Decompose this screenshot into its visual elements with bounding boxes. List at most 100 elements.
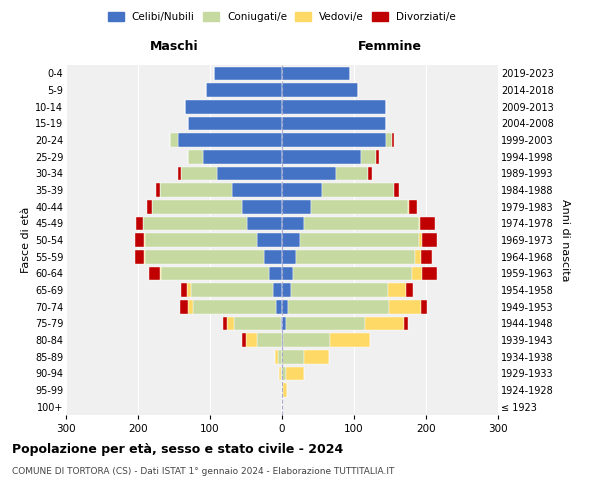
Bar [365, 316, 404, 330]
Bar [283, 383, 287, 397]
Bar [286, 366, 304, 380]
Bar [322, 183, 394, 197]
Bar [187, 283, 191, 297]
Bar [149, 266, 160, 280]
Bar [283, 333, 330, 347]
Bar [293, 266, 412, 280]
Bar [227, 316, 234, 330]
Bar [282, 266, 293, 280]
Bar [135, 250, 144, 264]
Bar [136, 216, 143, 230]
Bar [406, 283, 413, 297]
Bar [170, 133, 178, 147]
Bar [282, 133, 386, 147]
Bar [282, 100, 386, 114]
Bar [279, 366, 281, 380]
Bar [389, 300, 421, 314]
Bar [146, 200, 152, 213]
Bar [181, 283, 187, 297]
Bar [282, 150, 361, 164]
Bar [135, 233, 144, 247]
Bar [160, 266, 161, 280]
Bar [282, 83, 358, 97]
Bar [193, 300, 276, 314]
Bar [188, 116, 282, 130]
Bar [282, 350, 304, 364]
Bar [276, 300, 282, 314]
Bar [234, 316, 281, 330]
Bar [388, 283, 406, 297]
Bar [144, 233, 145, 247]
Bar [242, 333, 246, 347]
Bar [361, 150, 376, 164]
Bar [282, 250, 296, 264]
Bar [376, 150, 379, 164]
Bar [409, 200, 416, 213]
Bar [278, 350, 282, 364]
Bar [282, 183, 322, 197]
Text: COMUNE DI TORTORA (CS) - Dati ISTAT 1° gennaio 2024 - Elaborazione TUTTITALIA.IT: COMUNE DI TORTORA (CS) - Dati ISTAT 1° g… [12, 468, 394, 476]
Bar [282, 216, 304, 230]
Bar [282, 333, 283, 347]
Bar [246, 333, 257, 347]
Bar [161, 266, 269, 280]
Bar [188, 150, 203, 164]
Bar [156, 183, 160, 197]
Bar [206, 83, 282, 97]
Bar [203, 150, 282, 164]
Bar [152, 200, 242, 213]
Legend: Celibi/Nubili, Coniugati/e, Vedovi/e, Divorziati/e: Celibi/Nubili, Coniugati/e, Vedovi/e, Di… [104, 8, 460, 26]
Bar [304, 350, 329, 364]
Bar [282, 383, 283, 397]
Bar [281, 316, 282, 330]
Bar [296, 250, 415, 264]
Text: Femmine: Femmine [358, 40, 422, 54]
Bar [282, 233, 300, 247]
Bar [282, 366, 286, 380]
Bar [421, 250, 432, 264]
Bar [282, 316, 286, 330]
Bar [269, 266, 282, 280]
Bar [274, 283, 282, 297]
Y-axis label: Fasce di età: Fasce di età [20, 207, 31, 273]
Bar [178, 133, 282, 147]
Bar [275, 350, 278, 364]
Bar [178, 166, 181, 180]
Bar [412, 266, 422, 280]
Bar [223, 316, 227, 330]
Bar [290, 283, 388, 297]
Bar [232, 183, 282, 197]
Bar [420, 216, 434, 230]
Bar [404, 316, 408, 330]
Bar [394, 183, 400, 197]
Bar [257, 233, 282, 247]
Bar [185, 100, 282, 114]
Bar [304, 216, 419, 230]
Bar [282, 166, 336, 180]
Bar [422, 266, 437, 280]
Bar [217, 166, 282, 180]
Bar [368, 166, 372, 180]
Bar [282, 116, 386, 130]
Y-axis label: Anni di nascita: Anni di nascita [560, 198, 571, 281]
Bar [386, 133, 392, 147]
Bar [281, 366, 282, 380]
Bar [288, 300, 389, 314]
Bar [415, 250, 421, 264]
Text: Popolazione per età, sesso e stato civile - 2024: Popolazione per età, sesso e stato civil… [12, 442, 343, 456]
Bar [247, 216, 282, 230]
Bar [419, 233, 422, 247]
Bar [422, 233, 437, 247]
Bar [160, 183, 232, 197]
Text: Maschi: Maschi [149, 40, 199, 54]
Bar [188, 300, 193, 314]
Bar [143, 216, 247, 230]
Bar [145, 250, 264, 264]
Bar [392, 133, 394, 147]
Bar [421, 300, 427, 314]
Bar [145, 233, 257, 247]
Bar [214, 66, 282, 80]
Bar [336, 166, 368, 180]
Bar [282, 300, 288, 314]
Bar [330, 333, 370, 347]
